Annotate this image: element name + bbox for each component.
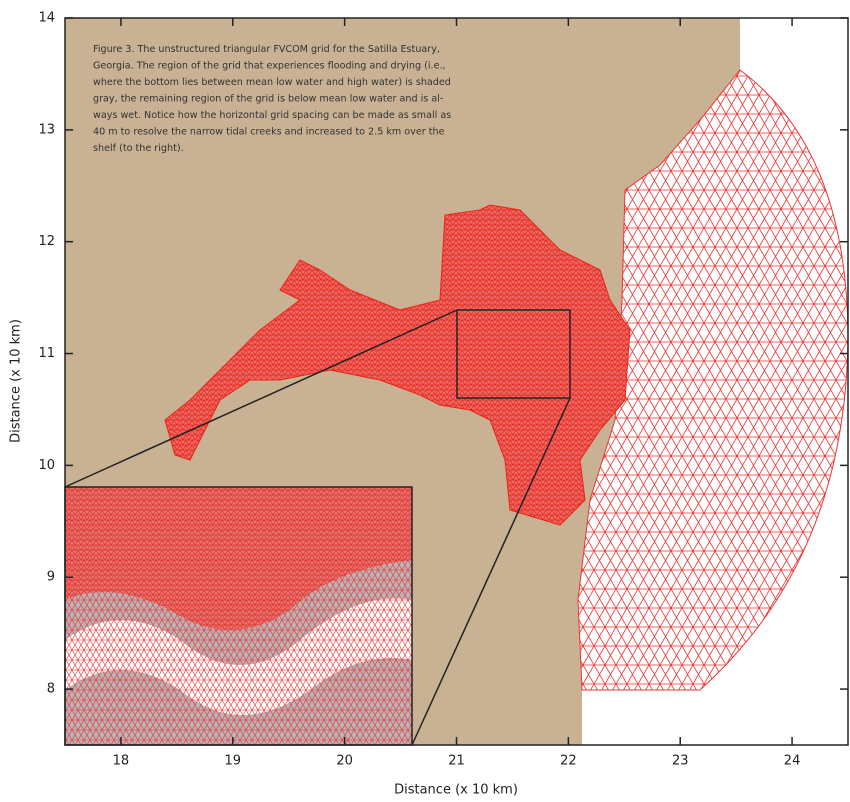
x-tick-label: 24: [784, 754, 801, 769]
caption-line: 40 m to resolve the narrow tidal creeks …: [93, 127, 445, 138]
caption-line: where the bottom lies between mean low w…: [93, 77, 451, 88]
y-tick-label: 8: [47, 682, 55, 697]
y-tick-label: 11: [38, 346, 55, 361]
x-tick-label: 19: [225, 754, 242, 769]
x-tick-label: 21: [448, 754, 465, 769]
caption-line: Georgia. The region of the grid that exp…: [93, 61, 446, 72]
y-tick-label: 9: [47, 570, 55, 585]
caption-line: Figure 3. The unstructured triangular FV…: [93, 44, 440, 55]
y-tick-label: 14: [38, 11, 55, 26]
caption-line: gray, the remaining region of the grid i…: [93, 94, 443, 105]
y-axis-label: Distance (x 10 km): [9, 319, 24, 443]
y-tick-label: 10: [38, 458, 55, 473]
y-tick-label: 13: [38, 122, 55, 137]
caption-line: shelf (to the right).: [93, 143, 184, 154]
x-tick-label: 23: [672, 754, 689, 769]
x-tick-label: 22: [560, 754, 577, 769]
x-tick-label: 18: [113, 754, 130, 769]
figure: Figure 3. The unstructured triangular FV…: [0, 0, 850, 802]
y-tick-label: 12: [38, 234, 55, 249]
x-tick-label: 20: [336, 754, 353, 769]
caption-line: ways wet. Notice how the horizontal grid…: [93, 110, 451, 121]
x-axis-label: Distance (x 10 km): [394, 783, 518, 798]
